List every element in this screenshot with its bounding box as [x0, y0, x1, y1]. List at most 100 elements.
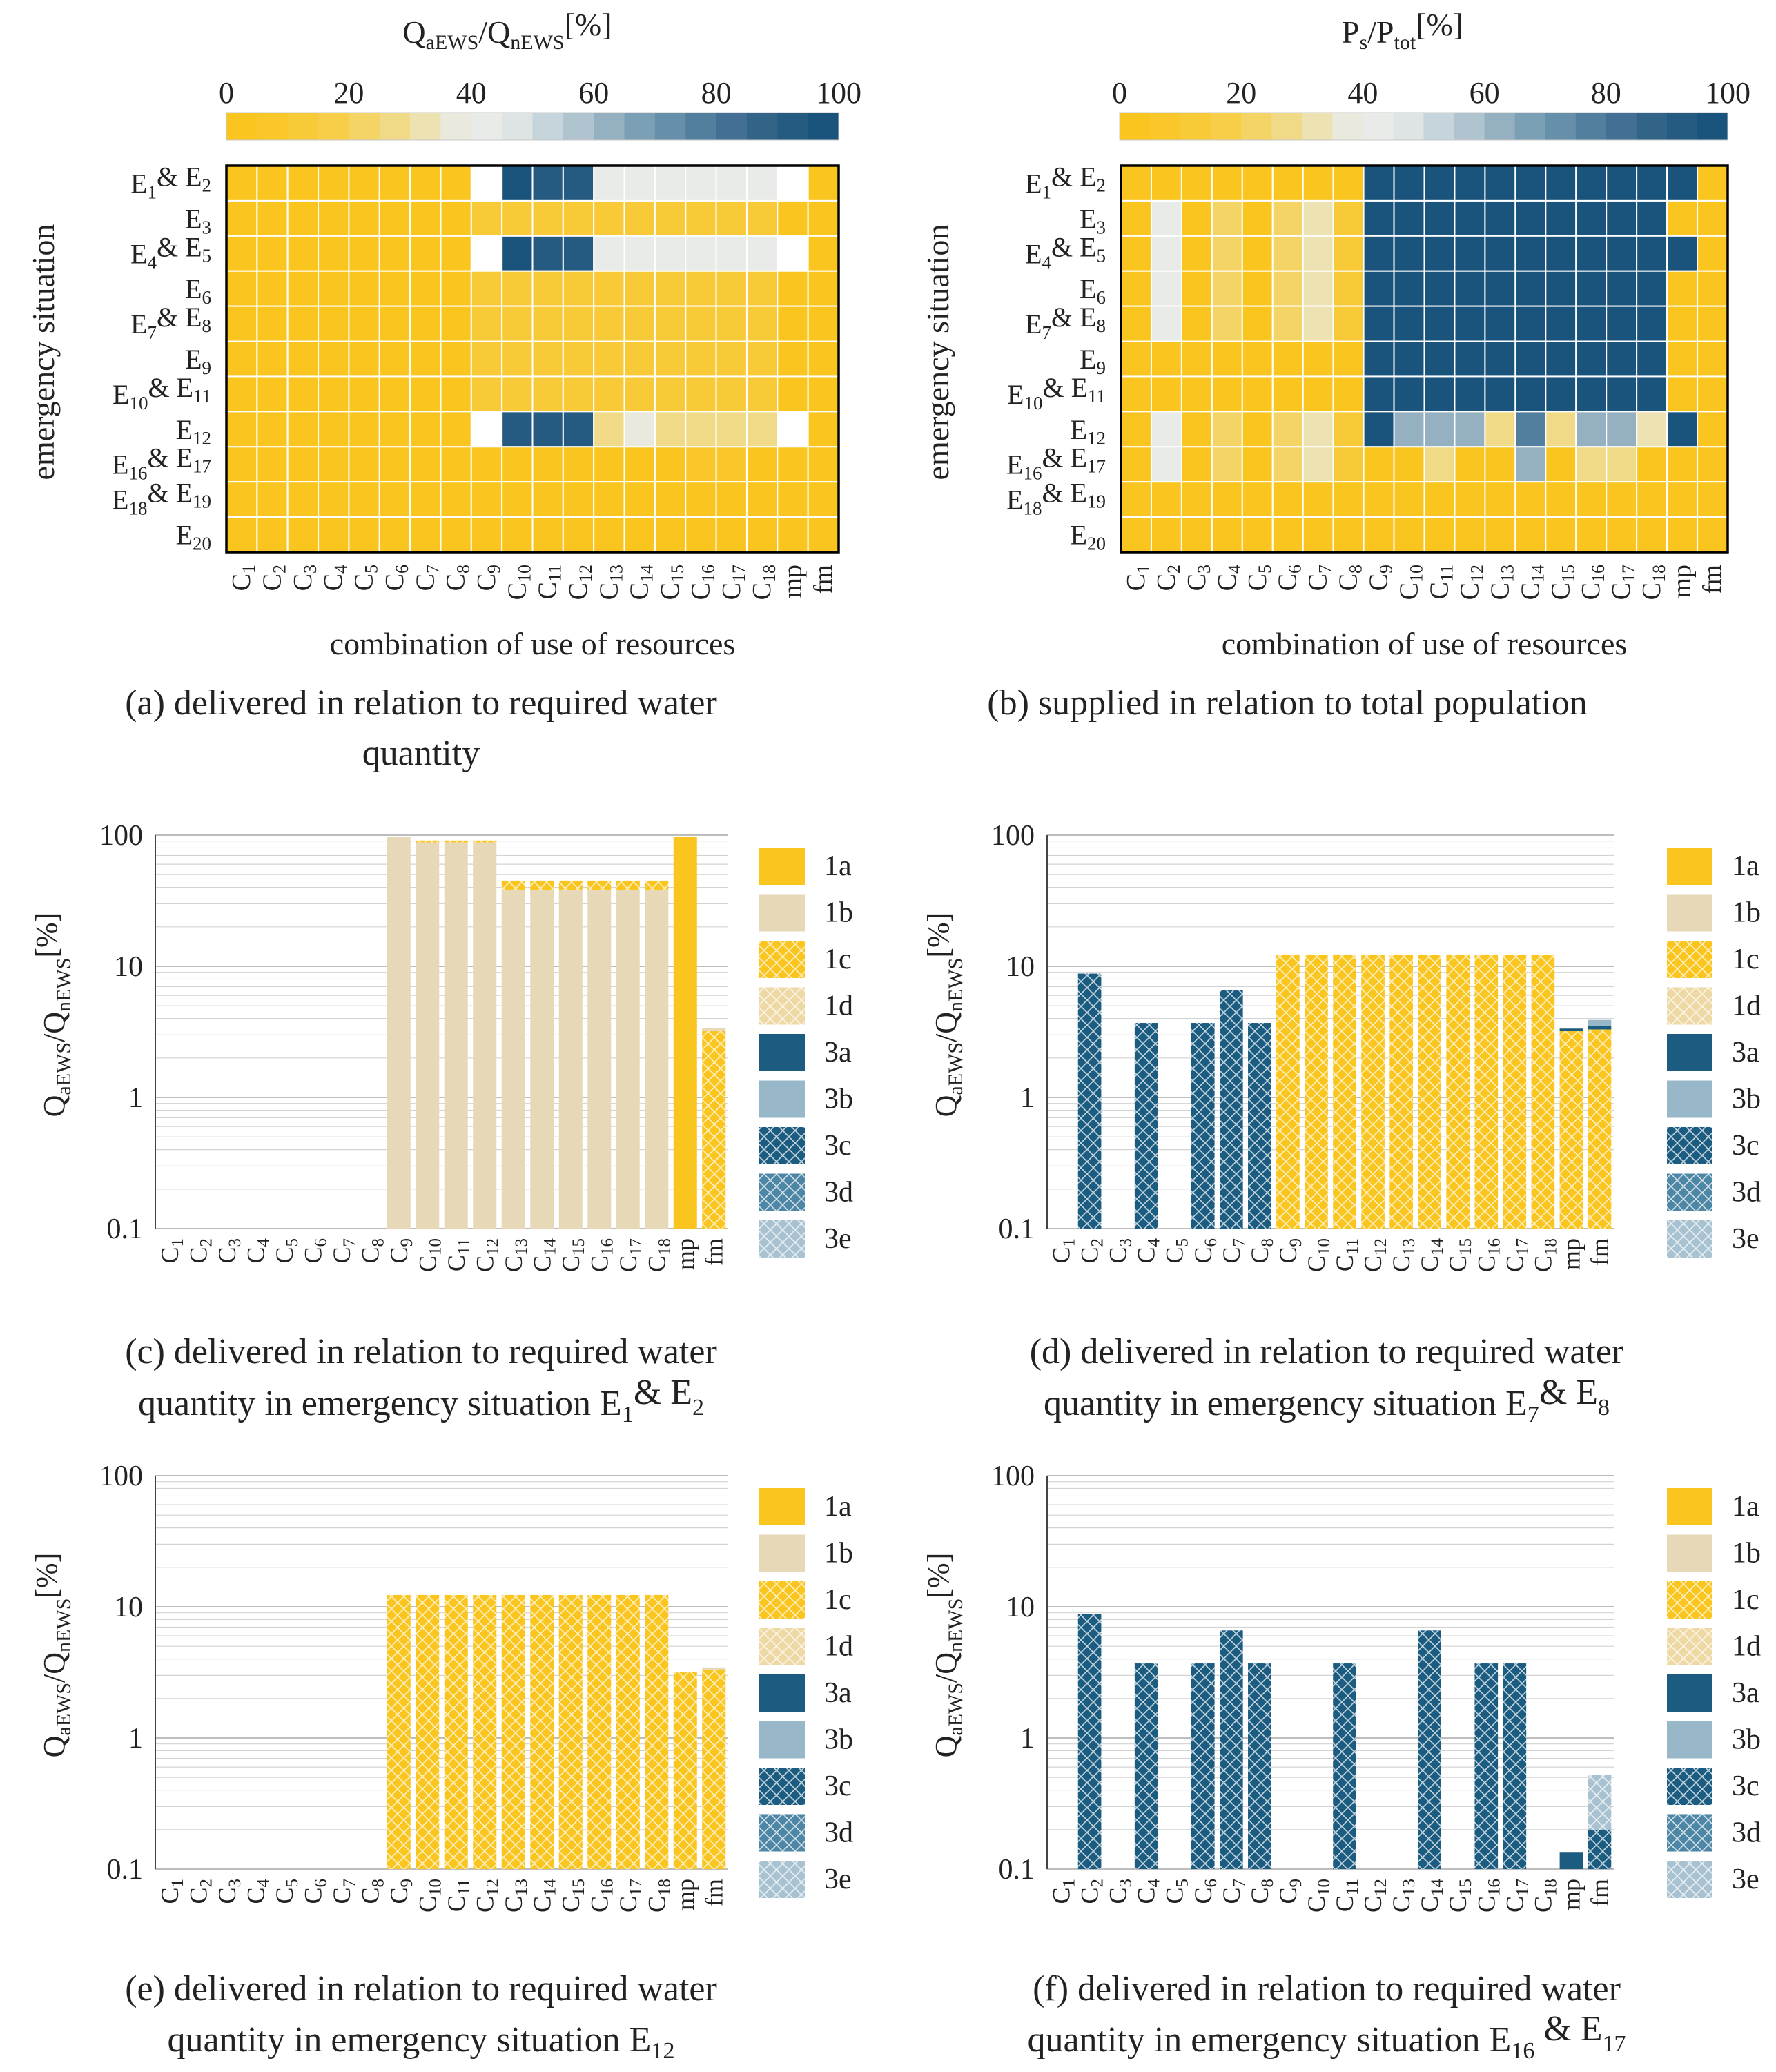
bar-segment-1c — [473, 840, 497, 843]
heatmap-cell — [378, 375, 411, 413]
bar-segment-1b — [473, 842, 497, 1229]
caption-text: quantity in emergency situation E — [168, 2020, 652, 2060]
legend-label: 3e — [824, 1864, 852, 1895]
heatmap-cell — [256, 481, 289, 518]
x-tick-sub: 14 — [540, 1879, 559, 1897]
y-tick-label: 1 — [1020, 1723, 1035, 1755]
heatmap-cell — [1211, 165, 1243, 202]
bar-segment-1b — [702, 1028, 726, 1032]
heatmap-cell — [1241, 340, 1274, 378]
row-label-sub: 2 — [202, 175, 212, 195]
x-tick-group: C1 — [1048, 1879, 1079, 1904]
heatmap-cell — [1514, 375, 1547, 413]
row-label-letter: E — [1025, 168, 1042, 199]
heatmap-cell — [378, 165, 411, 202]
col-label: mp — [778, 565, 807, 598]
row-label-letter: E — [112, 449, 128, 480]
heatmap-cell — [1363, 411, 1395, 448]
col-label: C16 — [1577, 565, 1608, 600]
x-tick-group: C6 — [299, 1238, 330, 1264]
row-label-sub: 19 — [1087, 491, 1106, 512]
heatmap-cell — [593, 411, 625, 448]
heatmap-cell — [1697, 516, 1729, 553]
heatmap-cell — [226, 516, 258, 553]
legend-swatch-3d — [1667, 1814, 1712, 1852]
legend-text: 1d — [1732, 1631, 1761, 1663]
col-label-sub: 3 — [300, 565, 320, 574]
bar-segment-1c — [1474, 954, 1499, 1229]
heatmap-cell — [1393, 375, 1425, 413]
legend-swatch-3b — [1667, 1721, 1712, 1759]
colorbar-swatch — [1575, 113, 1607, 140]
legend-swatch-3b — [759, 1080, 805, 1118]
col-label-letter: C — [1607, 583, 1636, 600]
heatmap-cell — [593, 375, 625, 413]
legend-label: 1d — [1732, 990, 1761, 1022]
col-label-text: fm — [809, 565, 838, 594]
x-tick-letter: C — [1387, 1255, 1415, 1272]
legend-text: 3d — [824, 1817, 853, 1849]
x-tick-label: C18 — [1529, 1879, 1560, 1913]
legend-swatch-1d — [1667, 987, 1712, 1025]
heatmap-cell — [1393, 165, 1425, 202]
col-label-sub: 11 — [545, 565, 565, 582]
x-tick-label: C18 — [1529, 1238, 1560, 1272]
y-tick-label: 0.1 — [107, 1213, 144, 1245]
x-tick-text: mp — [672, 1879, 699, 1910]
bar-segment-1c — [1559, 1031, 1583, 1229]
legend-text: 1b — [1732, 897, 1761, 929]
heatmap-cell — [348, 446, 380, 483]
x-tick-sub: 11 — [1343, 1879, 1362, 1895]
bar-segment-1c — [702, 1670, 726, 1869]
x-tick-group: C3 — [213, 1238, 244, 1264]
col-label-letter: C — [1637, 583, 1666, 600]
x-tick-sub: 16 — [598, 1879, 616, 1896]
bar-segment-1c — [444, 1594, 468, 1869]
x-tick-label: C2 — [1076, 1238, 1107, 1264]
row-label: E12 — [1071, 414, 1106, 449]
bar-segment-1c — [616, 1594, 640, 1869]
x-tick-group: C1 — [1048, 1238, 1079, 1264]
col-label-group: C15 — [656, 565, 687, 600]
bar-segment-1c — [616, 880, 640, 890]
col-label-text: mp — [778, 565, 807, 598]
heatmap-cell — [1423, 375, 1456, 413]
heatmap-cell — [1423, 235, 1456, 272]
title-sub: tot — [1394, 31, 1416, 54]
x-tick-letter: C — [471, 1255, 498, 1272]
colorbar-frame — [1119, 112, 1728, 141]
heatmap-cell — [1636, 305, 1668, 342]
x-tick-group: C13 — [500, 1238, 531, 1272]
title-sub: nEWS — [510, 31, 564, 54]
bar-segment-3c — [1219, 990, 1243, 1229]
x-tick-letter: C — [1529, 1255, 1557, 1272]
heatmap-cell — [1363, 199, 1395, 237]
bar-segment-3c — [1134, 1663, 1158, 1869]
x-tick-letter: C — [1104, 1888, 1132, 1904]
colorbar-swatch — [563, 113, 594, 140]
heatmap-cell — [685, 375, 717, 413]
col-label-letter: C — [1546, 583, 1575, 600]
heatmap-cell — [745, 411, 779, 448]
colorbar-swatch — [1241, 113, 1272, 140]
x-tick-letter: C — [356, 1888, 384, 1904]
caption-sub: 2 — [692, 1395, 704, 1420]
heatmap-cell — [623, 270, 656, 307]
x-tick-letter: C — [1189, 1247, 1217, 1264]
row-label-letter: E — [130, 168, 147, 199]
x-tick-label: C10 — [1302, 1238, 1334, 1272]
col-label-letter: C — [748, 583, 777, 600]
row-label-amp: & E — [147, 442, 193, 473]
x-tick-group: C15 — [557, 1879, 588, 1913]
bar-segment-1c — [1276, 954, 1300, 1229]
row-label: E18& E19 — [1006, 478, 1106, 519]
x-tick-group: C14 — [528, 1879, 559, 1913]
heatmap-cell — [1575, 199, 1608, 237]
legend-text: 3d — [824, 1177, 853, 1209]
heatmap-cell — [685, 411, 717, 448]
heatmap-cell — [470, 165, 503, 202]
bar-segment-1b — [444, 842, 468, 1229]
col-label-group: C11 — [534, 565, 565, 599]
x-tick-sub: 7 — [1230, 1879, 1249, 1888]
bar-segment-1b — [416, 842, 440, 1229]
